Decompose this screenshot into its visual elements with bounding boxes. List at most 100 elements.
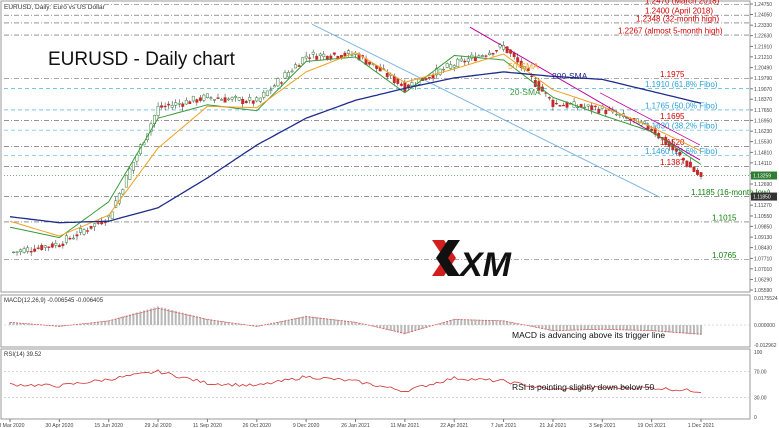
- macd-tick-label: 0.0175524: [754, 296, 778, 302]
- candle: [431, 72, 435, 82]
- candle: [43, 245, 47, 251]
- xm-logo: XM: [432, 240, 512, 284]
- y-tick: 1.23330: [750, 23, 772, 29]
- support-channel-line: [311, 23, 661, 198]
- candle: [177, 99, 181, 108]
- candle: [445, 62, 449, 69]
- candle: [590, 102, 594, 115]
- candle: [699, 172, 703, 180]
- candle: [294, 62, 298, 69]
- rsi-comment: RSI is pointing slightly down below 50: [512, 382, 654, 392]
- candle: [181, 101, 185, 111]
- candle: [459, 55, 463, 62]
- candle: [251, 100, 255, 107]
- candle: [452, 64, 456, 72]
- candle: [50, 241, 54, 249]
- y-tick-label: 1.19790: [754, 76, 772, 82]
- rsi-header: RSI(14) 39.52: [4, 352, 42, 358]
- candle: [322, 51, 326, 60]
- candle: [265, 90, 269, 97]
- candle: [110, 211, 114, 220]
- macd-signal-line: [9, 308, 702, 335]
- candle: [505, 46, 509, 54]
- candle: [495, 49, 498, 54]
- level-label: 1.1765 (50.0% Fibo): [645, 101, 718, 110]
- y-tick-label: 1.16230: [754, 129, 772, 135]
- y-tick: 1.06290: [750, 278, 772, 284]
- level-label: 1.1015: [712, 213, 737, 222]
- x-tick-label: 3 Sep 2021: [589, 423, 616, 428]
- y-tick-label: 1.12690: [754, 182, 772, 188]
- candle: [555, 99, 558, 105]
- y-tick-label: 1.18370: [754, 97, 772, 103]
- candle: [332, 52, 336, 56]
- x-tick-label: 30 Apr 2020: [45, 423, 73, 428]
- y-tick: 1.08430: [750, 246, 772, 252]
- candle: [160, 101, 164, 110]
- candle: [12, 251, 15, 254]
- y-tick: 1.20490: [750, 66, 772, 72]
- candle: [61, 240, 65, 249]
- level-label: 1.1185 (16-month low): [691, 188, 771, 197]
- candle: [213, 99, 216, 104]
- candle: [216, 93, 220, 100]
- y-tick: 1.11270: [750, 203, 772, 209]
- candle: [47, 246, 51, 251]
- candle: [678, 148, 682, 157]
- y-tick-label: 1.23330: [754, 23, 772, 29]
- y-tick-label: 1.11270: [754, 203, 772, 209]
- candle: [604, 107, 608, 118]
- candle: [396, 78, 400, 86]
- sma200-label: 200-SMA: [552, 71, 588, 81]
- candle: [22, 246, 26, 254]
- resistance-line-2: [599, 92, 701, 146]
- y-tick: 1.05590: [750, 288, 772, 294]
- y-tick: 1.09130: [750, 235, 772, 241]
- candle: [562, 102, 565, 107]
- candle: [597, 106, 601, 115]
- candle: [685, 160, 689, 168]
- rsi-tick-label: 30.00: [754, 396, 767, 402]
- candle: [287, 70, 290, 79]
- candle: [131, 162, 135, 174]
- candle: [512, 51, 516, 60]
- candle: [428, 76, 431, 81]
- chart-title: EURUSD - Daily chart: [48, 49, 236, 70]
- level-label: 1.1910 (61.8% Fibo): [645, 80, 718, 89]
- y-tick: 1.24050: [750, 12, 772, 18]
- candle: [258, 97, 262, 104]
- candle: [290, 68, 294, 73]
- chart-header: EURUSD, Daily: Euro vs US Dollar: [4, 4, 106, 11]
- candle: [89, 225, 93, 231]
- candle: [15, 251, 19, 256]
- candle: [163, 102, 167, 111]
- sma200-line: [9, 71, 702, 224]
- level-label: 1.0765: [712, 251, 737, 260]
- macd-pane: [0, 294, 751, 348]
- y-tick: 1.12690: [750, 182, 772, 188]
- candle: [86, 227, 90, 235]
- level-label: 1.1975: [660, 70, 685, 79]
- candle: [399, 81, 403, 87]
- candle: [318, 52, 322, 61]
- candle: [297, 63, 301, 67]
- candle: [272, 83, 276, 88]
- sma20-label: 20-SMA: [510, 87, 541, 97]
- sma50-label: 50-SMA: [508, 61, 539, 71]
- candle: [498, 42, 502, 50]
- candle: [502, 41, 506, 52]
- candle: [79, 224, 82, 236]
- x-tick-label: 21 Jul 2021: [540, 423, 567, 428]
- y-tick: 1.14110: [750, 161, 772, 167]
- y-tick-label: 1.10550: [754, 214, 772, 220]
- candle: [509, 49, 513, 57]
- level-label: 1.2400 (April 2018): [645, 7, 713, 16]
- candle: [64, 233, 68, 245]
- candle: [368, 61, 372, 67]
- y-tick: 1.18370: [750, 97, 772, 103]
- y-tick-label: 1.20490: [754, 66, 772, 72]
- y-tick: 1.15530: [750, 140, 772, 146]
- y-tick-label: 1.15530: [754, 140, 772, 146]
- y-tick-label: 1.07010: [754, 267, 772, 273]
- y-tick: 1.19790: [750, 76, 772, 82]
